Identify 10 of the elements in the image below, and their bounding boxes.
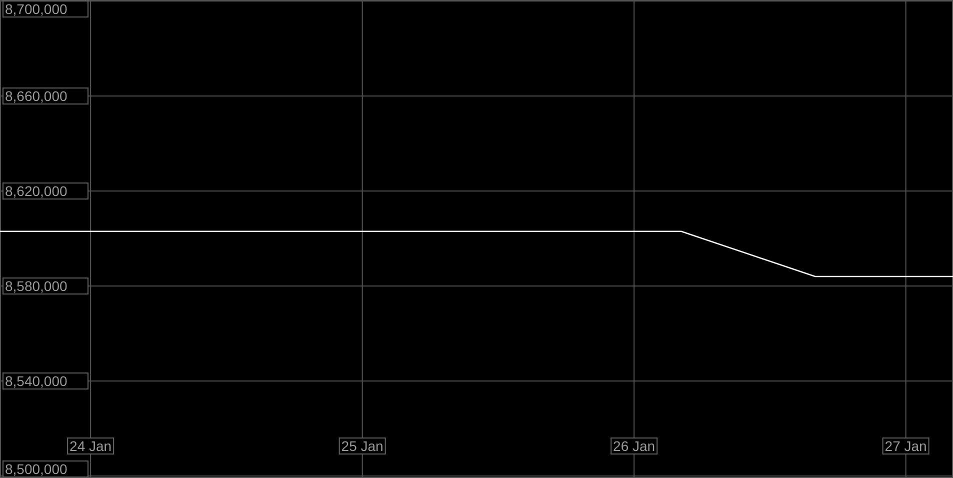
y-tick-label: 8,700,000 xyxy=(5,0,68,17)
x-tick-label: 27 Jan xyxy=(884,438,927,454)
y-tick-label: 8,660,000 xyxy=(5,88,68,104)
x-tick-label: 25 Jan xyxy=(341,438,384,454)
y-tick-label: 8,620,000 xyxy=(5,182,68,199)
x-tick-label: 26 Jan xyxy=(613,438,656,454)
y-tick-label: 8,540,000 xyxy=(5,372,68,389)
y-tick-label: 8,500,000 xyxy=(5,460,68,477)
x-tick-label: 24 Jan xyxy=(70,438,112,454)
y-tick-label: 8,580,000 xyxy=(5,278,68,294)
